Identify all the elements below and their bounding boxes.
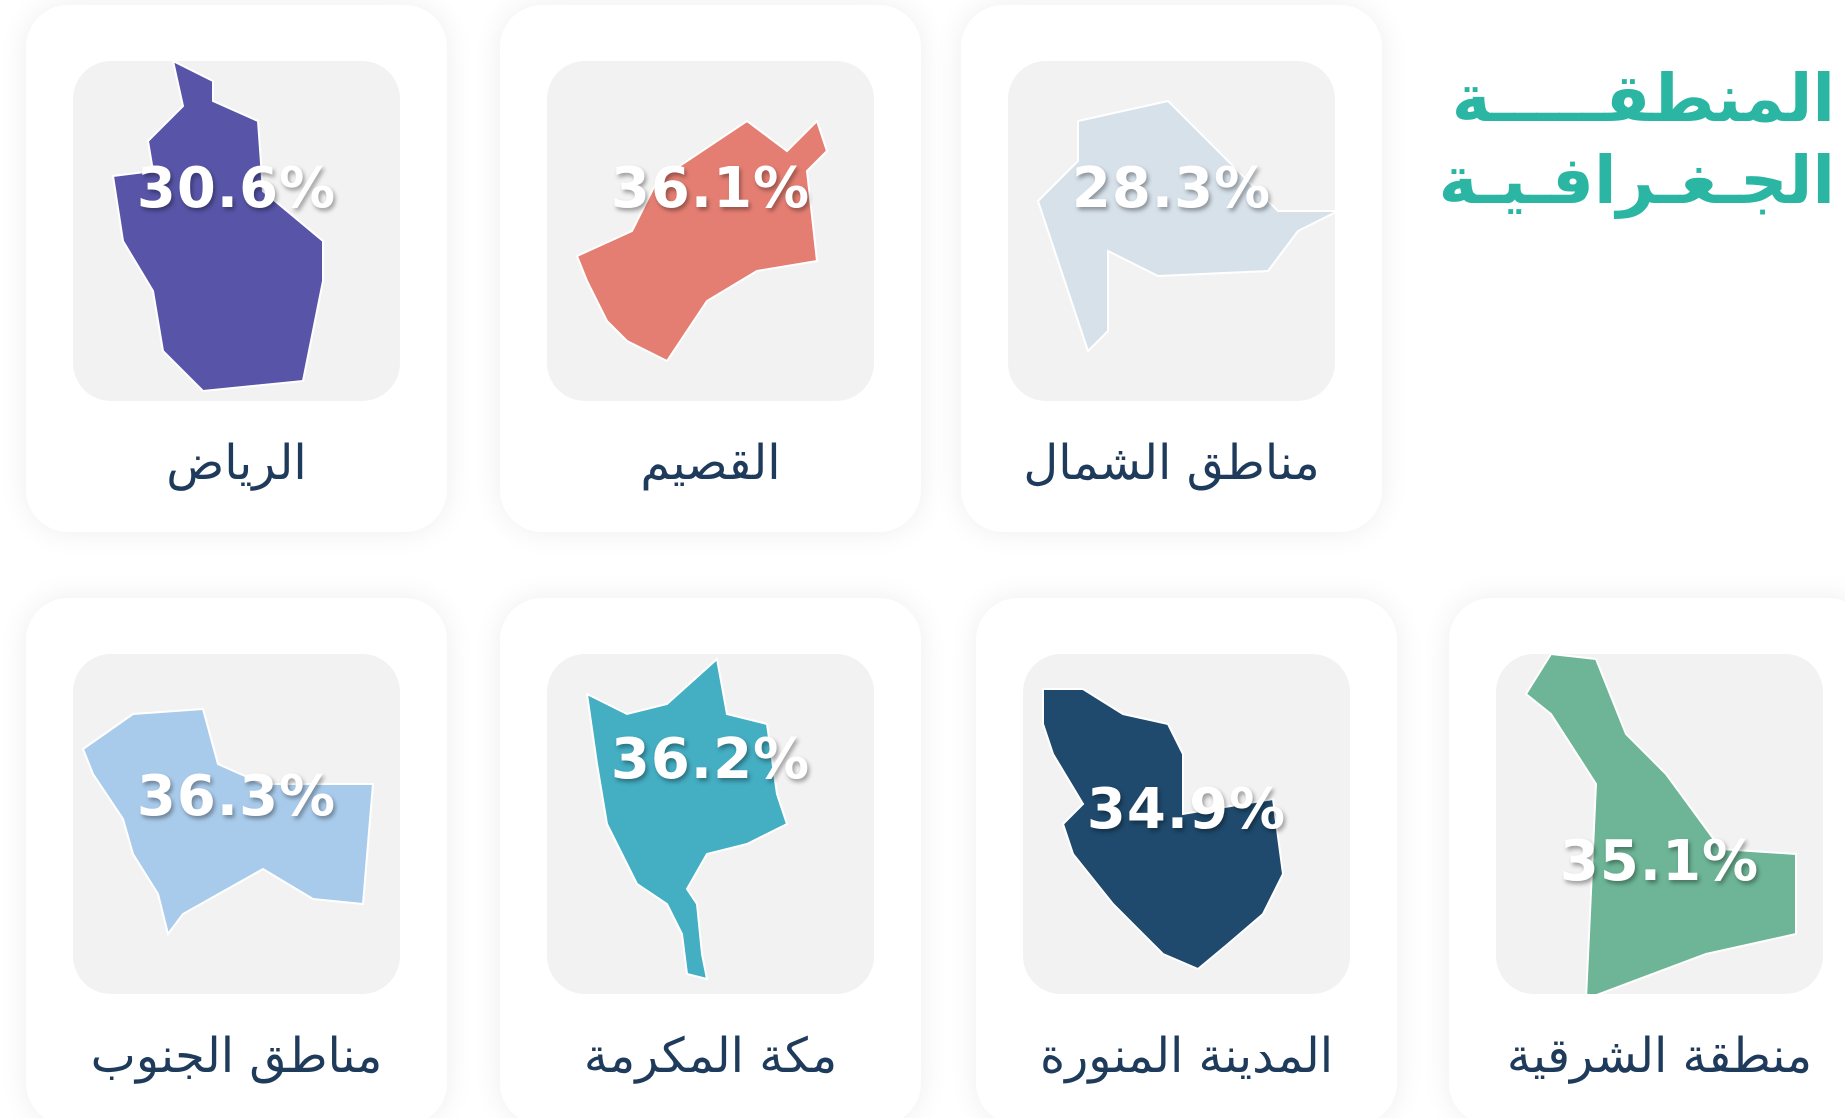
map-box: 36.2%	[547, 654, 874, 994]
region-name: المدينة المنورة	[1039, 1028, 1334, 1084]
region-card: 34.9% المدينة المنورة	[976, 598, 1397, 1118]
region-shape	[1042, 688, 1285, 971]
region-card: 28.3% مناطق الشمال	[961, 5, 1382, 532]
region-card: 35.1% منطقة الشرقية	[1449, 598, 1845, 1118]
region-shape	[81, 707, 375, 937]
region-shape	[585, 657, 789, 981]
region-shape	[1036, 99, 1335, 353]
map	[575, 119, 829, 363]
region-shape	[1524, 654, 1797, 994]
region-percent: 34.9%	[1086, 777, 1287, 842]
map	[81, 707, 375, 937]
map	[1524, 654, 1797, 994]
map-box: 35.1%	[1496, 654, 1823, 994]
title-line: الجـغـرافـيـة	[1438, 142, 1835, 219]
map	[1042, 688, 1285, 971]
region-percent: 36.3%	[136, 764, 337, 829]
title: المنطقـــــة الجـغـرافـيـة	[1439, 58, 1835, 222]
region-name: الرياض	[166, 435, 307, 491]
region-percent: 36.1%	[610, 156, 811, 221]
region-name: مكة المكرمة	[583, 1028, 838, 1084]
map	[585, 657, 789, 981]
map-box: 30.6%	[73, 61, 400, 401]
map	[111, 61, 324, 393]
region-shape	[111, 61, 324, 393]
map-box: 34.9%	[1023, 654, 1350, 994]
region-name: مناطق الشمال	[1023, 435, 1320, 491]
title-line: المنطقـــــة	[1451, 60, 1835, 137]
map-box: 36.1%	[547, 61, 874, 401]
region-percent: 30.6%	[136, 156, 337, 221]
region-percent: 36.2%	[610, 727, 811, 792]
region-card: 30.6% الرياض	[26, 5, 447, 532]
region-name: مناطق الجنوب	[90, 1028, 383, 1084]
region-name: منطقة الشرقية	[1506, 1028, 1813, 1084]
region-card: 36.1% القصيم	[500, 5, 921, 532]
region-percent: 35.1%	[1559, 829, 1760, 894]
region-shape	[575, 119, 829, 363]
region-card: 36.2% مكة المكرمة	[500, 598, 921, 1118]
region-percent: 28.3%	[1071, 156, 1272, 221]
map-box: 28.3%	[1008, 61, 1335, 401]
map	[1036, 99, 1335, 353]
region-card: 36.3% مناطق الجنوب	[26, 598, 447, 1118]
map-box: 36.3%	[73, 654, 400, 994]
region-name: القصيم	[640, 435, 781, 491]
